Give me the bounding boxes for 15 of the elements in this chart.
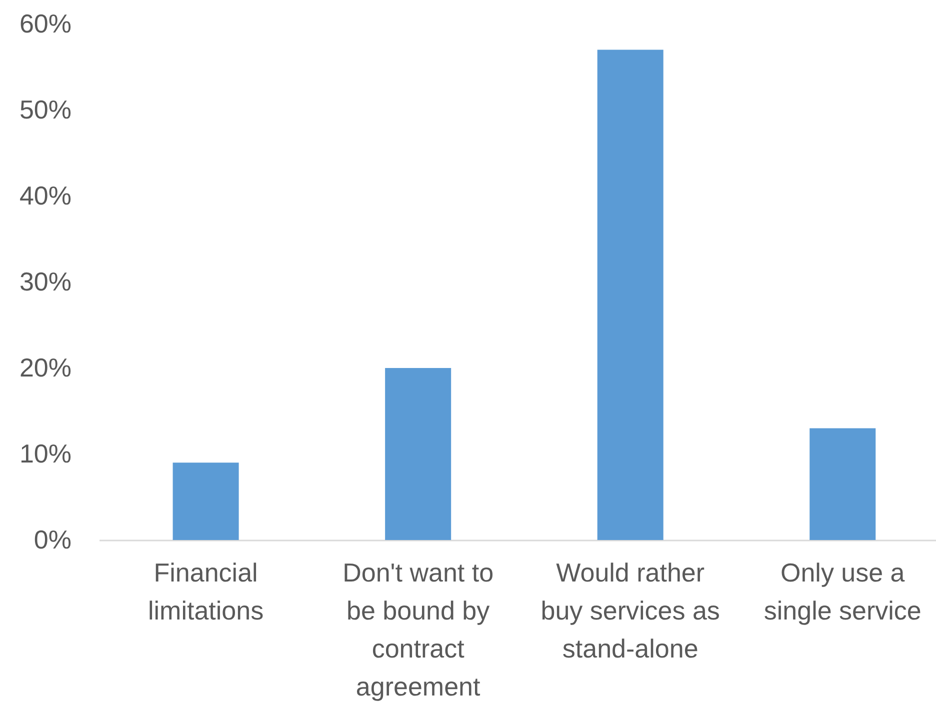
y-tick-label: 0% bbox=[34, 524, 72, 554]
bar bbox=[597, 50, 664, 540]
bar bbox=[810, 428, 876, 540]
x-tick-label: Financial limitations bbox=[148, 558, 264, 626]
y-tick-label: 10% bbox=[19, 438, 72, 468]
y-tick-label: 20% bbox=[19, 352, 72, 382]
x-tick-label: Don't want to be bound by contract agreement bbox=[342, 558, 494, 702]
x-tick-label: Would rather buy services as stand-alone bbox=[540, 558, 720, 664]
bar bbox=[385, 368, 452, 540]
y-tick-label: 50% bbox=[19, 94, 72, 124]
y-tick-label: 60% bbox=[19, 8, 72, 38]
y-tick-label: 40% bbox=[19, 180, 72, 210]
x-tick-label: Only use a single service bbox=[764, 558, 922, 626]
bar bbox=[172, 462, 239, 540]
y-tick-label: 30% bbox=[19, 266, 72, 296]
